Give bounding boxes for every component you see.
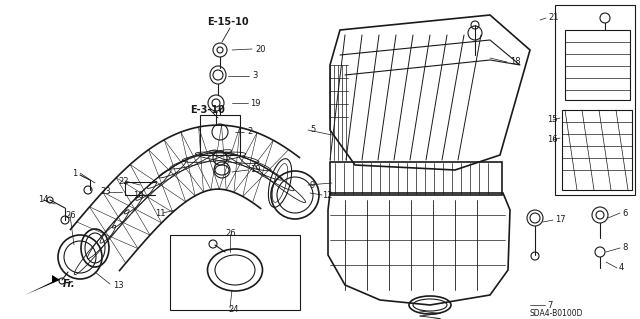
Text: 1: 1 — [72, 168, 77, 177]
Text: 26: 26 — [65, 211, 76, 219]
Text: 7: 7 — [547, 300, 552, 309]
Polygon shape — [25, 275, 60, 295]
Text: 21: 21 — [548, 13, 559, 23]
Text: 9: 9 — [310, 181, 316, 189]
Text: 19: 19 — [250, 166, 260, 174]
Text: 22: 22 — [118, 176, 129, 186]
Text: 23: 23 — [100, 188, 111, 197]
Text: 17: 17 — [555, 216, 566, 225]
Text: 16: 16 — [547, 136, 557, 145]
Text: 19: 19 — [250, 99, 260, 108]
Text: 4: 4 — [619, 263, 624, 272]
Text: 2: 2 — [247, 128, 252, 137]
Text: 3: 3 — [252, 71, 257, 80]
Text: 18: 18 — [510, 57, 520, 66]
Text: SDA4-B0100D: SDA4-B0100D — [530, 308, 584, 317]
Text: 15: 15 — [547, 115, 557, 124]
Text: Fr.: Fr. — [63, 279, 76, 289]
Text: 11: 11 — [155, 209, 166, 218]
Text: 10: 10 — [133, 190, 143, 199]
Text: E-3-10: E-3-10 — [190, 105, 225, 115]
Text: E-15-10: E-15-10 — [207, 17, 248, 27]
Text: 5: 5 — [310, 125, 316, 135]
Text: 24: 24 — [228, 305, 239, 314]
Text: 20: 20 — [255, 44, 266, 54]
Text: 13: 13 — [113, 280, 124, 290]
Text: 14: 14 — [38, 196, 49, 204]
Text: 6: 6 — [622, 209, 627, 218]
Text: 26: 26 — [225, 229, 236, 239]
Text: 12: 12 — [322, 190, 333, 199]
Text: 8: 8 — [622, 243, 627, 253]
